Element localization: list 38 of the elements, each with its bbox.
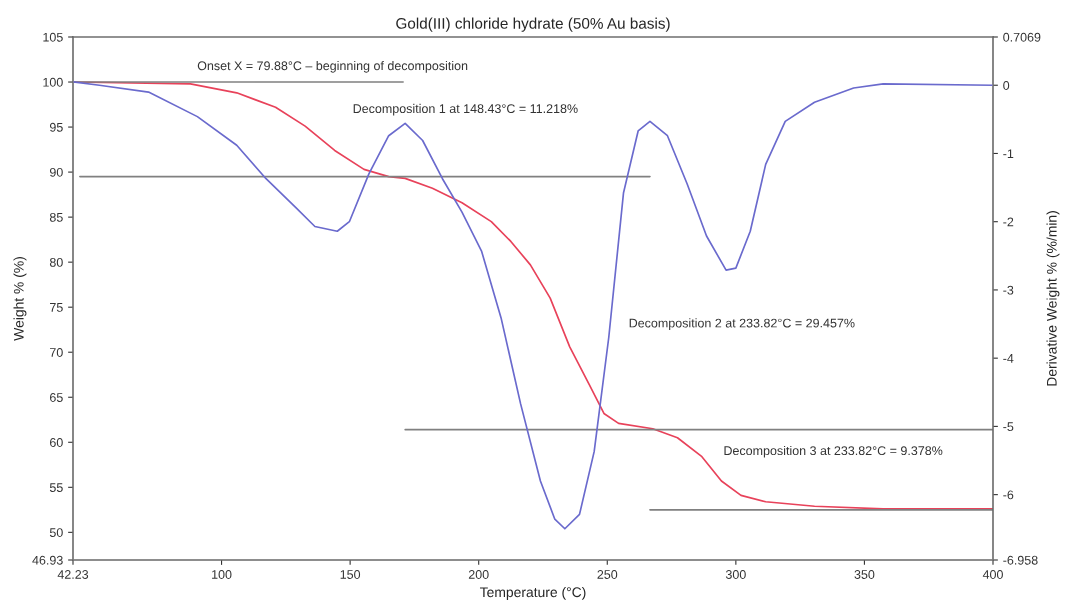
y2-tick-label: -5 xyxy=(1003,422,1014,432)
y-tick-label: 95 xyxy=(49,122,63,132)
y2-tick-label: 0 xyxy=(1003,81,1010,90)
y-tick-label: 60 xyxy=(50,438,63,447)
y-tick-label: 100 xyxy=(43,77,63,87)
y-tick-label: 90 xyxy=(49,167,63,177)
x-tick-label: 400 xyxy=(982,570,1003,579)
y2-tick-label: 0.7069 xyxy=(1003,32,1041,42)
x-tick-label: 100 xyxy=(212,570,232,579)
y-tick-label: 50 xyxy=(49,528,63,537)
y2-tick-label: -6 xyxy=(1003,490,1014,500)
y-tick-label: 55 xyxy=(49,483,63,492)
annotation: Decomposition 3 at 233.82°C = 9.378% xyxy=(724,445,943,458)
y2-tick-label: -6.958 xyxy=(1003,555,1038,565)
y2-tick-label: -4 xyxy=(1003,354,1014,363)
x-tick-label: 250 xyxy=(597,570,618,579)
y-tick-label: 65 xyxy=(50,393,63,402)
y-tick-label: 80 xyxy=(49,257,63,267)
x-tick-label: 42.23 xyxy=(57,570,89,579)
y-tick-label: 105 xyxy=(43,32,63,42)
chart-title: Gold(III) chloride hydrate (50% Au basis) xyxy=(396,17,670,32)
x-axis-title: Temperature (°C) xyxy=(479,586,586,600)
annotation: Decomposition 1 at 148.43°C = 11.218% xyxy=(353,103,578,116)
annotation: Onset X = 79.88°C – beginning of decomposition xyxy=(197,60,468,73)
y2-tick-label: -3 xyxy=(1003,285,1014,295)
y2-tick-label: -1 xyxy=(1003,149,1014,158)
y-tick-label: 75 xyxy=(50,303,63,312)
y-tick-label: 85 xyxy=(49,212,63,222)
y-axis-title: Weight % (%) xyxy=(13,257,27,341)
x-tick-label: 150 xyxy=(340,570,361,579)
x-tick-label: 350 xyxy=(854,570,875,579)
y2-axis-title: Derivative Weight % (%/min) xyxy=(1046,211,1060,386)
y2-tick-label: -2 xyxy=(1003,217,1014,227)
annotation: Decomposition 2 at 233.82°C = 29.457% xyxy=(629,318,855,330)
x-tick-label: 300 xyxy=(725,570,746,579)
y-tick-label: 70 xyxy=(50,348,63,357)
x-tick-label: 200 xyxy=(468,570,489,579)
y-tick-label: 46.93 xyxy=(32,555,63,565)
